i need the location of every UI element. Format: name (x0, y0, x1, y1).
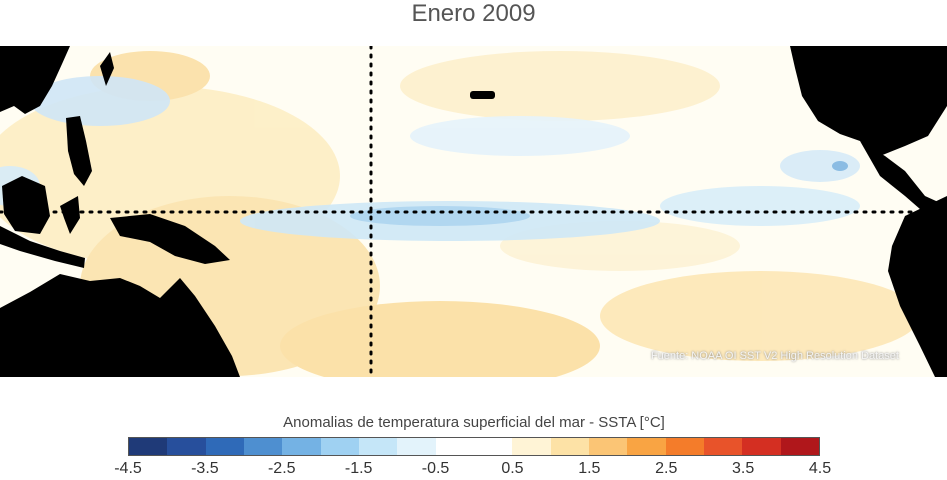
colorbar-segment (512, 438, 551, 455)
cool-anomaly-patches (0, 76, 860, 241)
colorbar-tick-label: 3.5 (731, 460, 755, 477)
colorbar-segment (282, 438, 321, 455)
colorbar-segment (550, 438, 589, 455)
colorbar-segment (129, 438, 168, 455)
colorbar-tick-label: 4.5 (808, 460, 832, 477)
colorbar-tick-label: -4.5 (114, 460, 142, 477)
colorbar-segment (358, 438, 398, 455)
colorbar-segment (243, 438, 283, 455)
colorbar-segment (742, 438, 781, 455)
land-australia (0, 274, 240, 377)
colorbar-label: Anomalias de temperatura superficial del… (283, 414, 665, 431)
land-sumatra-java (0, 226, 85, 268)
colorbar-ticks: -4.5 -3.5 -2.5 -1.5 -0.5 0.5 1.5 2.5 3.5 4.5 (114, 456, 831, 480)
colorbar-tick-label: -0.5 (421, 460, 450, 477)
colorbar-segment (665, 438, 704, 455)
colorbar-tick-label: 0.5 (501, 460, 524, 477)
ssta-map (0, 46, 947, 377)
land-south-america (888, 196, 947, 377)
colorbar-segment (780, 438, 819, 455)
colorbar-segment (205, 438, 244, 455)
colorbar-tick-label: -1.5 (344, 460, 373, 477)
colorbar-tick-label: 2.5 (655, 460, 678, 477)
land-asia (0, 46, 70, 114)
colorbar-segment (397, 438, 436, 455)
colorbar-segment (320, 438, 359, 455)
map-title: Enero 2009 (411, 0, 536, 27)
colorbar-tick-label: -2.5 (267, 460, 296, 477)
colorbar-segment (473, 438, 513, 455)
data-source-note: Fuente: NOAA OI SST V2 High Resolution D… (650, 350, 899, 362)
colorbar-tick-label: -3.5 (191, 460, 219, 477)
colorbar-tick-label: 1.5 (578, 460, 601, 477)
colorbar-segment (703, 438, 743, 455)
colorbar-segment (167, 438, 206, 455)
colorbar-segment (627, 438, 666, 455)
land-sulawesi (60, 196, 80, 234)
land-north-america (790, 46, 947, 156)
land-philippines (66, 116, 92, 186)
land-hawaii (470, 91, 495, 99)
colorbar-segment (588, 438, 628, 455)
colorbar (128, 437, 820, 456)
land (0, 46, 947, 377)
land-borneo (2, 176, 50, 234)
land-japan (100, 52, 114, 86)
land-new-guinea (110, 214, 230, 264)
colorbar-segment (435, 438, 474, 455)
